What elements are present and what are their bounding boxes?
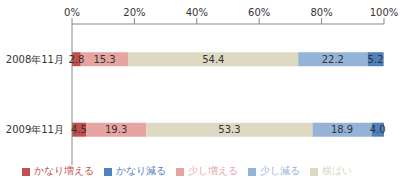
svg-text:2008年11月: 2008年11月 [8, 54, 64, 65]
svg-text:20%: 20% [123, 7, 145, 18]
html-text:かなり増える: かなり増える [34, 165, 94, 176]
svg-text:60%: 60% [248, 7, 270, 18]
svg-text:15.3: 15.3 [93, 54, 115, 65]
svg-text:40%: 40% [186, 7, 208, 18]
svg-text:4.5: 4.5 [71, 124, 87, 135]
svg-text:18.9: 18.9 [331, 124, 353, 135]
svg-text:4.0: 4.0 [370, 124, 386, 135]
svg-text:2.8: 2.8 [68, 54, 84, 65]
html-text:少し減る: 少し減る [260, 165, 300, 176]
svg-text:100%: 100% [370, 7, 392, 18]
html-text:横ばい: 横ばい [322, 165, 352, 176]
svg-text:54.4: 54.4 [202, 54, 224, 65]
svg-text:19.3: 19.3 [105, 124, 127, 135]
svg-text:0%: 0% [64, 7, 80, 18]
svg-text:53.3: 53.3 [218, 124, 240, 135]
html-text:少し増える: 少し増える [188, 165, 238, 176]
svg-text:5.2: 5.2 [368, 54, 384, 65]
svg-text:22.2: 22.2 [322, 54, 344, 65]
svg-text:2009年11月: 2009年11月 [8, 124, 64, 135]
svg-text:80%: 80% [310, 7, 332, 18]
html-text:かなり減る: かなり減る [116, 165, 166, 176]
